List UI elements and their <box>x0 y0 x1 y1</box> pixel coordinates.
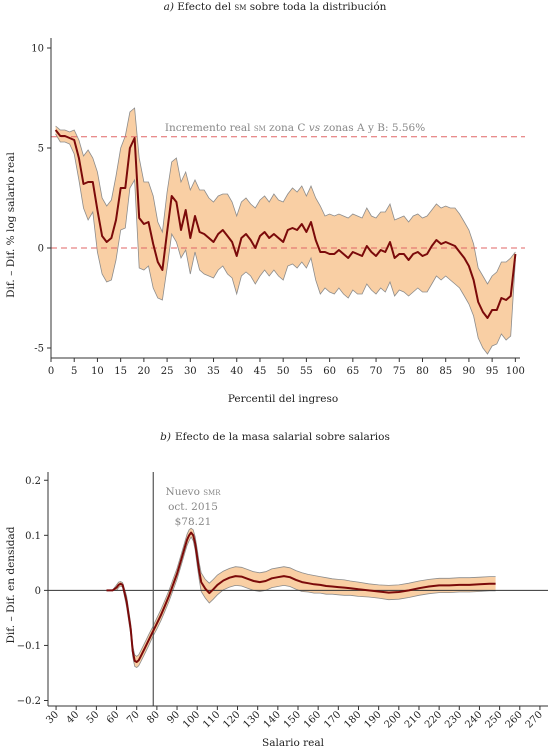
panel-a-xtick-label: 85 <box>439 366 452 377</box>
panel-b-xtick-label: 260 <box>504 709 525 730</box>
panel-a-reference-lines <box>51 136 525 249</box>
panel-b-xtick-label: 210 <box>403 709 424 730</box>
vline-label-line-3: $78.21 <box>175 516 212 528</box>
panel-a-xtick-label: 60 <box>323 366 336 377</box>
panel-a-xtick-label: 70 <box>370 366 383 377</box>
panel-a: a) Efecto del sm sobre toda la distribuc… <box>5 1 525 405</box>
vline-label-line-1: Nuevo smr <box>166 486 222 498</box>
panel-b-ci-band <box>106 527 496 668</box>
panel-a-ytick-label: 5 <box>38 144 44 155</box>
panel-b-xlabel: Salario real <box>262 737 325 749</box>
panel-a-xtick-label: 55 <box>300 366 313 377</box>
panel-b-ytick-label: 0.2 <box>25 476 41 487</box>
panel-a-xtick-label: 90 <box>463 366 476 377</box>
panel-a-title: a) Efecto del sm sobre toda la distribuc… <box>164 1 387 13</box>
panel-a-ytick-label: -5 <box>34 344 44 355</box>
panel-b-axes: −0.2 −0.1 0 0.1 0.2 30 40 50 60 70 80 9010011012013… <box>17 472 548 731</box>
panel-b-estimate-line <box>106 531 496 663</box>
panel-a-xtick-label: 40 <box>230 366 243 377</box>
panel-a-xtick-label: 15 <box>114 366 127 377</box>
panel-b-ci-area <box>106 528 496 668</box>
panel-b-xtick-label: 150 <box>282 709 303 730</box>
panel-a-xlabel: Percentil del ingreso <box>228 393 338 405</box>
panel-b-xtick-label: 80 <box>145 709 162 726</box>
panel-a-estimate-line <box>54 129 517 319</box>
panel-a-ylabel: Dif. – Dif. % log salario real <box>5 152 17 298</box>
panel-a-title-text: Efecto del sm sobre toda la distribución <box>174 1 387 13</box>
panel-a-reference-label: Incremento real sm zona C vs zonas A y B… <box>165 122 425 134</box>
panel-b-xtick-label: 100 <box>181 709 202 730</box>
panel-b-ytick-label: 0 <box>35 586 41 597</box>
panel-b-xtick-label: 270 <box>524 709 545 730</box>
panel-b-xtick-label: 60 <box>105 709 122 726</box>
panel-b-upper-ci-line <box>106 527 496 657</box>
panel-a-xtick-label: 50 <box>277 366 290 377</box>
panel-a-xtick-label: 65 <box>346 366 359 377</box>
panel-a-ci-area <box>55 108 516 354</box>
panel-b-title-prefix: b) <box>160 431 171 443</box>
vline-label-line-2: oct. 2015 <box>168 501 218 513</box>
panel-a-xtick-label: 30 <box>184 366 197 377</box>
panel-b-estimate-path <box>106 531 496 663</box>
panel-b-xtick-label: 130 <box>242 709 263 730</box>
panel-a-lower-ci-line <box>55 133 516 355</box>
panel-b-title-text: Efecto de la masa salarial sobre salario… <box>175 431 390 443</box>
panel-a-upper-ci-line <box>55 107 516 285</box>
panel-a-xtick-label: 95 <box>486 366 499 377</box>
panel-b-xtick-label: 110 <box>201 709 222 730</box>
panel-b-xtick-label: 230 <box>443 709 464 730</box>
panel-b-xtick-label: 50 <box>85 709 102 726</box>
panel-b-xtick-label: 90 <box>165 709 182 726</box>
panel-b-xtick-label: 120 <box>221 709 242 730</box>
panel-a-xtick-label: 0 <box>48 366 54 377</box>
panel-a-ci-band <box>55 107 516 355</box>
panel-b-ytick-label: −0.1 <box>17 641 41 652</box>
panel-a-xtick-label: 80 <box>416 366 429 377</box>
panel-a-xtick-label: 25 <box>161 366 174 377</box>
panel-b-xtick-label: 160 <box>302 709 323 730</box>
panel-a-xtick-label: 20 <box>138 366 151 377</box>
panel-a-xtick-label: 75 <box>393 366 406 377</box>
panel-b-xtick-label: 70 <box>125 709 142 726</box>
panel-b-xtick-label: 180 <box>342 709 363 730</box>
panel-b-xtick-label: 170 <box>322 709 343 730</box>
panel-a-title-prefix: a) <box>164 1 174 13</box>
panel-b-reference-lines <box>48 472 548 706</box>
panel-b-ytick-label: 0.1 <box>25 531 41 542</box>
panel-a-ytick-label: 10 <box>31 44 44 55</box>
panel-a-xtick-label: 100 <box>506 366 525 377</box>
panel-a-xtick-label: 35 <box>207 366 220 377</box>
panel-b-vline-label: Nuevo smr oct. 2015 $78.21 <box>166 486 222 528</box>
panel-b-ylabel: Dif. – Dif. en densidad <box>5 526 17 643</box>
panel-b-xtick-label: 250 <box>483 709 504 730</box>
panel-b: b) Efecto de la masa salarial sobre salar… <box>5 431 548 749</box>
panel-b-xtick-label: 30 <box>44 709 61 726</box>
panel-b-xtick-label: 140 <box>262 709 283 730</box>
panel-a-xtick-label: 45 <box>254 366 267 377</box>
panel-b-ytick-label: −0.2 <box>17 696 41 707</box>
panel-b-xtick-label: 40 <box>65 709 82 726</box>
panel-b-xtick-label: 240 <box>463 709 484 730</box>
panel-a-xtick-label: 5 <box>71 366 77 377</box>
panel-b-xtick-label: 190 <box>362 709 383 730</box>
panel-b-xtick-label: 200 <box>383 709 404 730</box>
panel-a-estimate-path <box>54 129 517 319</box>
panel-a-ytick-label: 0 <box>38 244 44 255</box>
panel-b-title: b) Efecto de la masa salarial sobre salar… <box>160 431 390 443</box>
panel-b-lower-ci-line <box>106 536 496 668</box>
panel-b-xtick-label: 220 <box>423 709 444 730</box>
panel-a-xtick-label: 10 <box>91 366 104 377</box>
